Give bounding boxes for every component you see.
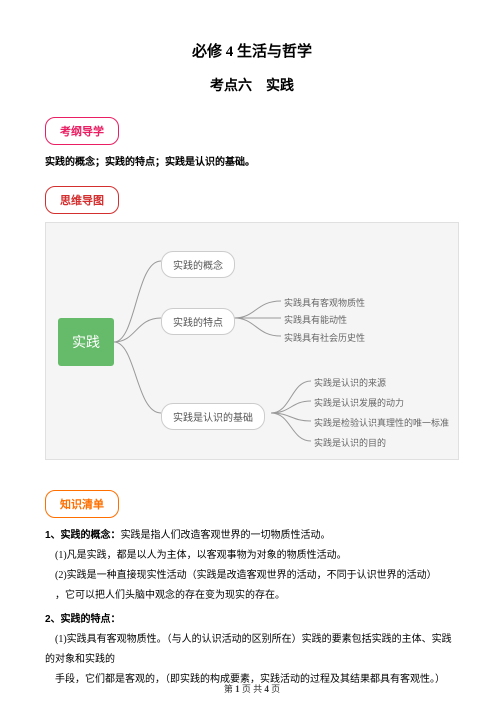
mindmap-container: 实践 实践的概念 实践的特点 实践是认识的基础 实践具有客观物质性 实践具有能动… — [45, 222, 459, 460]
footer-suffix: 页 — [271, 684, 280, 694]
mindmap-node: 实践的特点 — [161, 308, 235, 335]
knowledge-text: ，它可以把人们头脑中观念的存在变为现实的存在。 — [45, 586, 459, 606]
knowledge-item-title: 1、实践的概念：实践是指人们改造客观世界的一切物质性活动。 — [45, 526, 459, 546]
footer-mid: 页 共 — [242, 684, 262, 694]
page-footer: 第 1 页 共 4 页 — [0, 682, 504, 695]
mindmap-leaf: 实践是认识发展的动力 — [314, 396, 404, 409]
outline-text: 实践的概念；实践的特点；实践是认识的基础。 — [45, 153, 459, 168]
mindmap-root: 实践 — [58, 318, 114, 366]
main-title: 必修 4 生活与哲学 — [45, 40, 459, 61]
mindmap-leaf: 实践是检验认识真理性的唯一标准 — [314, 416, 449, 429]
knowledge-item-title: 2、实践的特点： — [45, 610, 459, 630]
mindmap-node: 实践的概念 — [161, 251, 235, 278]
knowledge-text: (1)实践具有客观物质性。（与人的认识活动的区别所在）实践的要素包括实践的主体、… — [45, 630, 459, 670]
mindmap-leaf: 实践具有社会历史性 — [284, 331, 365, 344]
knowledge-text: (1)凡是实践，都是以人为主体，以客观事物为对象的物质性活动。 — [45, 546, 459, 566]
mindmap-leaf: 实践是认识的目的 — [314, 436, 386, 449]
pill-knowledge: 知识清单 — [45, 490, 119, 518]
mindmap-node: 实践是认识的基础 — [161, 403, 265, 430]
knowledge-list: 1、实践的概念：实践是指人们改造客观世界的一切物质性活动。 (1)凡是实践，都是… — [45, 526, 459, 690]
pill-outline: 考纲导学 — [45, 117, 119, 145]
mindmap-leaf: 实践具有客观物质性 — [284, 296, 365, 309]
item1-rest: 实践是指人们改造客观世界的一切物质性活动。 — [121, 530, 331, 541]
footer-total: 4 — [264, 684, 269, 694]
pill-mindmap: 思维导图 — [45, 186, 119, 214]
footer-prefix: 第 — [224, 684, 233, 694]
mindmap-leaf: 实践是认识的来源 — [314, 376, 386, 389]
knowledge-text: (2)实践是一种直接现实性活动（实践是改造客观世界的活动，不同于认识世界的活动） — [45, 566, 459, 586]
sub-title: 考点六 实践 — [45, 75, 459, 95]
mindmap-leaf: 实践具有能动性 — [284, 313, 347, 326]
footer-page: 1 — [235, 684, 240, 694]
item1-title: 1、实践的概念： — [45, 530, 121, 541]
